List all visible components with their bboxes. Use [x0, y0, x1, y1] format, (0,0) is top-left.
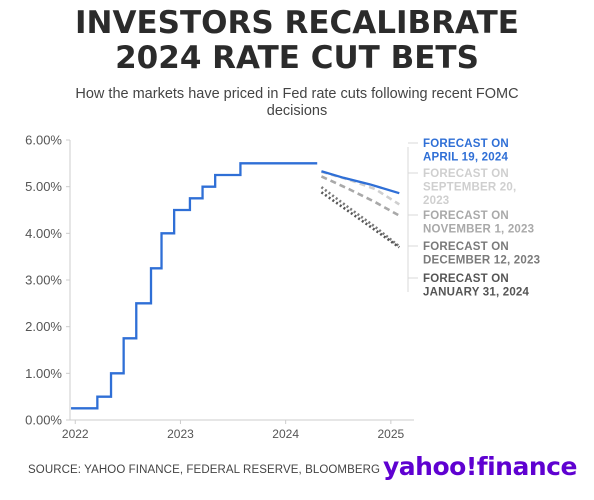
- forecast-label-line: FORECAST ON: [423, 241, 509, 253]
- x-tick-label: 2023: [167, 427, 194, 441]
- y-tick-label: 0.00%: [25, 413, 62, 428]
- forecast-label-line: JANUARY 31, 2024: [423, 287, 530, 299]
- forecast-label-dec: FORECAST ON DECEMBER 12, 2023: [423, 241, 540, 267]
- forecast-label-line: FORECAST ON: [423, 210, 509, 222]
- forecast-line-dec: [320, 186, 401, 248]
- forecast-label-line: NOVEMBER 1, 2023: [423, 224, 534, 236]
- y-tick-label: 6.00%: [25, 133, 62, 148]
- y-tick-label: 2.00%: [25, 319, 62, 334]
- forecast-label-line: 2023: [423, 195, 449, 207]
- y-tick-label: 3.00%: [25, 273, 62, 288]
- forecast-label-line: SEPTEMBER 20,: [423, 182, 516, 194]
- fed-rate-history-line: [71, 162, 318, 410]
- forecast-label-apr: FORECAST ON APRIL 19, 2024: [423, 138, 509, 164]
- forecast-label-line: FORECAST ON: [423, 138, 509, 150]
- x-tick-label: 2024: [272, 427, 299, 441]
- forecast-label-jan: FORECAST ON JANUARY 31, 2024: [423, 273, 530, 299]
- chart-subtitle-line-1: How the markets have priced in Fed rate …: [75, 86, 519, 102]
- forecast-label-line: FORECAST ON: [423, 273, 509, 285]
- chart-subtitle-line-2: decisions: [266, 103, 328, 119]
- yahoo-finance-logo: yahoo!finance: [383, 452, 577, 481]
- forecast-label-nov: FORECAST ON NOVEMBER 1, 2023: [423, 210, 534, 236]
- source-note: SOURCE: YAHOO FINANCE, FEDERAL RESERVE, …: [28, 464, 381, 476]
- x-tick-label: 2022: [62, 427, 89, 441]
- x-tick-label: 2025: [378, 427, 405, 441]
- y-tick-label: 4.00%: [25, 226, 62, 241]
- chart-title: INVESTORS RECALIBRATE 2024 RATE CUT BETS: [0, 6, 594, 76]
- chart-title-line-2: 2024 RATE CUT BETS: [115, 40, 479, 76]
- forecast-labels: FORECAST ON APRIL 19, 2024 FORECAST ON SEPT…: [407, 138, 540, 299]
- chart-axes: 0.00% 1.00% 2.00% 3.00% 4.00% 5.00% 6.00% 2022 2…: [25, 133, 414, 441]
- forecast-label-line: APRIL 19, 2024: [423, 152, 508, 164]
- chart-subtitle: How the markets have priced in Fed rate …: [40, 86, 554, 120]
- forecast-line-jan: [320, 191, 401, 249]
- y-tick-label: 5.00%: [25, 179, 62, 194]
- y-tick-label: 1.00%: [25, 366, 62, 381]
- chart-title-line-1: INVESTORS RECALIBRATE: [75, 5, 519, 41]
- forecast-line-nov: [320, 175, 400, 217]
- forecast-label-line: DECEMBER 12, 2023: [423, 255, 540, 267]
- forecast-label-sep: FORECAST ON SEPTEMBER 20, 2023: [423, 168, 516, 207]
- forecast-line-apr: [321, 170, 400, 195]
- forecast-label-line: FORECAST ON: [423, 168, 509, 180]
- chart-marks: [71, 162, 401, 410]
